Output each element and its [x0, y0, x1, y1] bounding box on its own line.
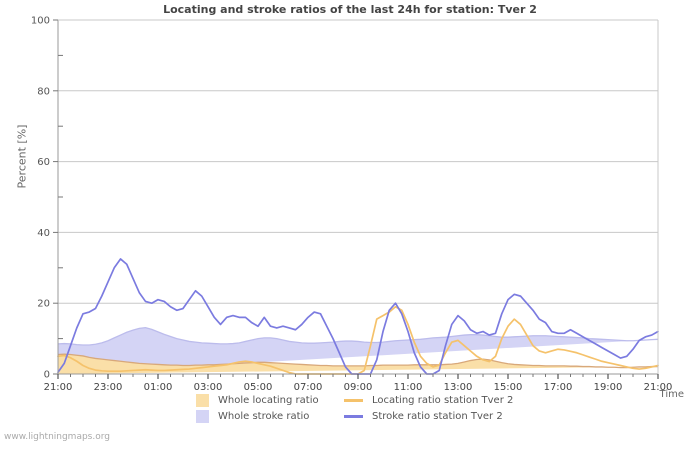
svg-text:21:00: 21:00: [44, 382, 73, 393]
legend-swatch-icon: [196, 409, 209, 423]
svg-text:100: 100: [31, 16, 50, 27]
svg-text:07:00: 07:00: [294, 382, 323, 393]
legend-swatch-icon: [196, 393, 209, 407]
legend-item-locating-ratio-station[interactable]: Locating ratio station Tver 2: [344, 395, 513, 406]
legend-item-stroke-ratio-station[interactable]: Stroke ratio station Tver 2: [344, 411, 503, 422]
svg-text:19:00: 19:00: [594, 382, 623, 393]
x-tick-labels: 21:00 23:00 01:00 03:00 05:00 07:00 09:00 11:00…: [44, 382, 673, 393]
grid-lines: [58, 19, 658, 304]
legend-row: Whole stroke ratio Stroke ratio station …: [196, 408, 526, 424]
svg-text:0: 0: [44, 370, 50, 381]
legend-label: Locating ratio station Tver 2: [372, 394, 514, 406]
svg-text:15:00: 15:00: [494, 382, 523, 393]
svg-text:13:00: 13:00: [444, 382, 473, 393]
legend-label: Whole locating ratio: [218, 394, 319, 406]
y-tick-labels: 0 20 40 60 80 100: [31, 16, 50, 381]
chart-title: Locating and stroke ratios of the last 2…: [163, 3, 537, 16]
svg-text:21:00: 21:00: [644, 382, 673, 393]
svg-text:09:00: 09:00: [344, 382, 373, 393]
svg-text:60: 60: [37, 157, 50, 168]
svg-text:01:00: 01:00: [144, 382, 173, 393]
legend-label: Whole stroke ratio: [218, 410, 310, 422]
legend-label: Stroke ratio station Tver 2: [372, 410, 503, 422]
legend-line-icon: [344, 398, 363, 402]
svg-text:23:00: 23:00: [94, 382, 123, 393]
legend-item-whole-stroke-ratio[interactable]: Whole stroke ratio: [196, 409, 344, 423]
legend-item-whole-locating-ratio[interactable]: Whole locating ratio: [196, 393, 344, 407]
legend-line-icon: [344, 414, 363, 418]
svg-text:17:00: 17:00: [544, 382, 573, 393]
axis-group: [53, 19, 659, 379]
svg-text:03:00: 03:00: [194, 382, 223, 393]
watermark: www.lightningmaps.org: [4, 432, 110, 442]
x-axis-label: Time: [659, 389, 684, 400]
svg-text:05:00: 05:00: [244, 382, 273, 393]
legend-row: Whole locating ratio Locating ratio stat…: [196, 392, 526, 408]
svg-text:40: 40: [37, 228, 50, 239]
chart-legend: Whole locating ratio Locating ratio stat…: [196, 392, 526, 424]
svg-text:80: 80: [37, 86, 50, 97]
area-series-group: [57, 326, 659, 374]
svg-text:11:00: 11:00: [394, 382, 423, 393]
svg-text:20: 20: [37, 299, 50, 310]
